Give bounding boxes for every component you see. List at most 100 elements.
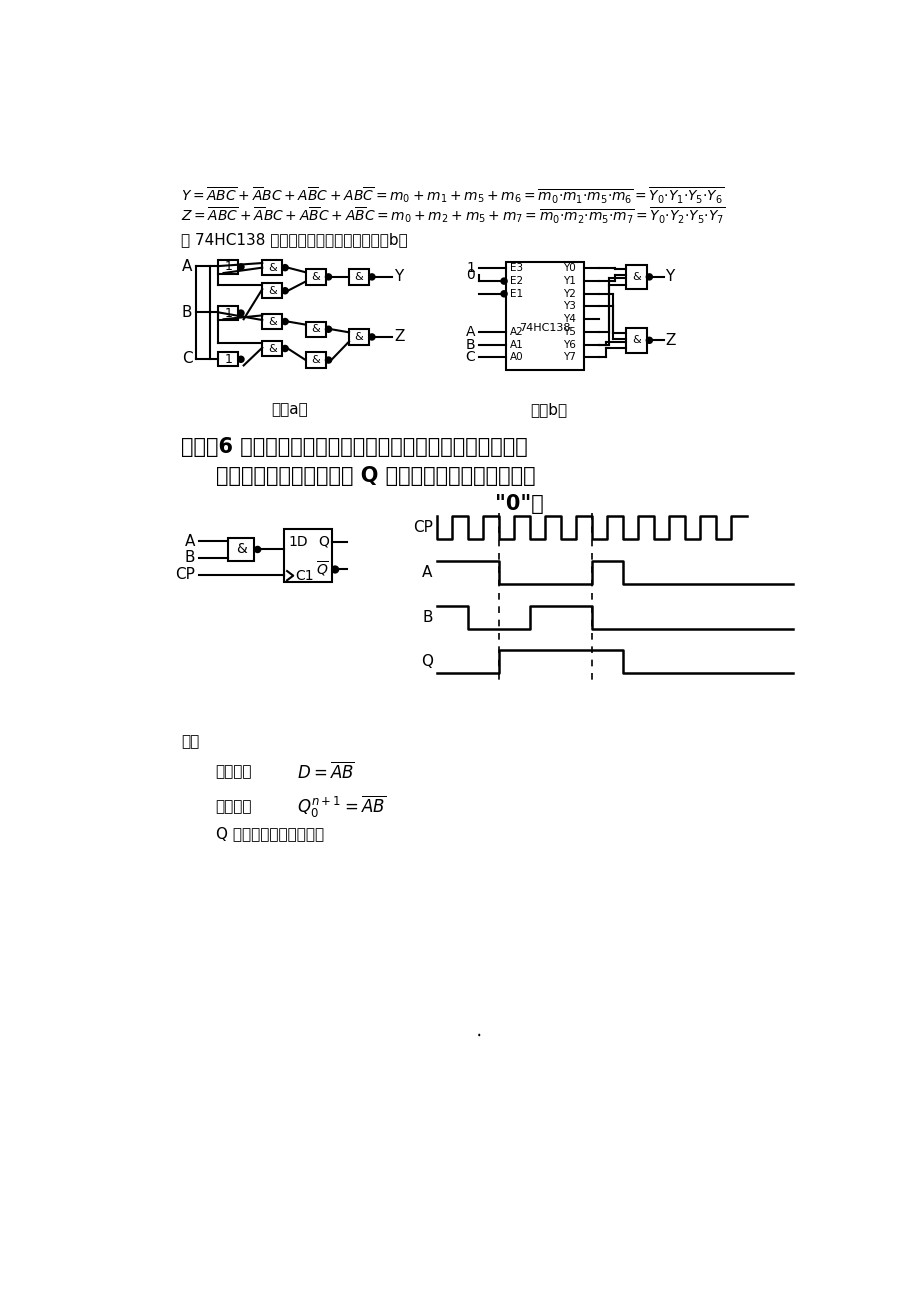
Text: A: A (465, 325, 475, 339)
Text: C: C (182, 351, 192, 367)
Circle shape (325, 274, 331, 280)
Text: 和状态方程，并画出输出 Q 端的波形。设触发器初态为: 和状态方程，并画出输出 Q 端的波形。设触发器初态为 (216, 465, 535, 485)
Circle shape (501, 291, 506, 296)
Text: Y6: Y6 (562, 339, 575, 350)
Text: C: C (465, 350, 475, 364)
Circle shape (282, 318, 288, 324)
Text: $D = \overline{AB}$: $D = \overline{AB}$ (297, 762, 355, 783)
Text: &: & (267, 286, 277, 296)
Circle shape (282, 265, 288, 270)
Text: Y: Y (393, 269, 403, 285)
Circle shape (238, 356, 244, 361)
Circle shape (255, 547, 260, 552)
Text: A: A (182, 259, 192, 273)
Bar (218, 306, 238, 320)
Circle shape (325, 326, 331, 332)
Circle shape (332, 567, 338, 572)
Text: &: & (235, 542, 246, 556)
Text: 用 74HC138 实现该电路的逻辑图见下图（b）: 用 74HC138 实现该电路的逻辑图见下图（b） (181, 231, 407, 247)
Bar (284, 529, 332, 582)
Text: Y7: Y7 (562, 352, 575, 363)
Text: A: A (184, 533, 195, 549)
Text: 1D: 1D (289, 534, 308, 549)
Text: E1: E1 (510, 289, 523, 299)
Circle shape (501, 278, 506, 283)
Text: CP: CP (175, 567, 195, 582)
Text: A: A (422, 566, 432, 580)
Text: 74HC138: 74HC138 (519, 322, 571, 333)
Bar (262, 341, 282, 356)
Text: $Y = \overline{ABC}+\overline{A}BC+A\overline{B}C+AB\overline{C}=m_0+m_1+m_5+m_6: $Y = \overline{ABC}+\overline{A}BC+A\ove… (181, 186, 723, 207)
Circle shape (238, 311, 244, 316)
Circle shape (325, 358, 331, 363)
Text: 1: 1 (224, 307, 232, 320)
Bar (305, 352, 325, 368)
Text: 图（b）: 图（b） (530, 403, 567, 417)
Text: Z: Z (393, 329, 404, 344)
Text: B: B (465, 338, 475, 351)
Bar (305, 269, 325, 285)
Bar (305, 321, 325, 337)
Text: E3: E3 (510, 264, 523, 273)
Circle shape (238, 264, 244, 269)
Text: &: & (267, 263, 277, 273)
Text: Y3: Y3 (562, 302, 575, 312)
Bar (348, 269, 369, 285)
Text: &: & (267, 343, 277, 354)
Text: &: & (355, 272, 363, 282)
Text: A0: A0 (510, 352, 523, 363)
Text: &: & (631, 335, 641, 346)
Text: E2: E2 (510, 276, 523, 286)
Text: A1: A1 (510, 339, 524, 350)
Bar (218, 260, 238, 274)
Circle shape (282, 289, 288, 294)
Text: CP: CP (413, 520, 432, 536)
Text: 四、（6 分）时序电路及输入波形如图所示，写出其激励方程: 四、（6 分）时序电路及输入波形如图所示，写出其激励方程 (181, 437, 528, 458)
Circle shape (646, 274, 652, 280)
Bar (348, 329, 369, 344)
Text: 解：: 解： (181, 733, 199, 749)
Text: 0: 0 (466, 268, 475, 282)
Text: Q 端的波形如上图所示。: Q 端的波形如上图所示。 (216, 826, 323, 841)
Text: &: & (311, 324, 320, 334)
Text: Y2: Y2 (562, 289, 575, 299)
Bar (262, 283, 282, 299)
Text: 1: 1 (466, 261, 475, 276)
Text: $Q_0^{n+1} = \overline{AB}$: $Q_0^{n+1} = \overline{AB}$ (297, 793, 386, 820)
Text: A2: A2 (510, 326, 524, 337)
Bar (626, 265, 646, 289)
Text: Y1: Y1 (562, 276, 575, 286)
Bar (626, 328, 646, 352)
Text: 图（a）: 图（a） (271, 403, 308, 417)
Text: B: B (184, 550, 195, 566)
Text: &: & (311, 355, 320, 365)
Text: Q: Q (420, 654, 432, 670)
Circle shape (369, 274, 374, 280)
Text: $Z = \overline{ABC}+\overline{A}BC+A\overline{B}C+A\overline{B}C=m_0+m_2+m_5+m_7: $Z = \overline{ABC}+\overline{A}BC+A\ove… (181, 205, 724, 226)
Bar (228, 538, 255, 562)
Text: B: B (422, 610, 432, 625)
Circle shape (282, 346, 288, 351)
Bar (262, 313, 282, 329)
Text: Q: Q (318, 534, 329, 549)
Text: &: & (311, 272, 320, 282)
Text: Y0: Y0 (562, 264, 575, 273)
Text: Y: Y (664, 269, 674, 285)
Text: 1: 1 (224, 352, 232, 365)
Text: Z: Z (664, 333, 675, 348)
Text: &: & (631, 272, 641, 282)
Text: Y5: Y5 (562, 326, 575, 337)
Bar (262, 260, 282, 276)
Circle shape (369, 334, 374, 339)
Text: &: & (355, 332, 363, 342)
Circle shape (646, 338, 652, 343)
Bar (505, 263, 584, 370)
Text: 状态方程: 状态方程 (216, 800, 252, 814)
Text: C1: C1 (294, 568, 313, 582)
Text: 1: 1 (224, 260, 232, 273)
Text: "0"。: "0"。 (494, 494, 543, 514)
Text: B: B (182, 304, 192, 320)
Text: &: & (267, 316, 277, 326)
Bar (218, 352, 238, 367)
Text: Y4: Y4 (562, 315, 575, 324)
